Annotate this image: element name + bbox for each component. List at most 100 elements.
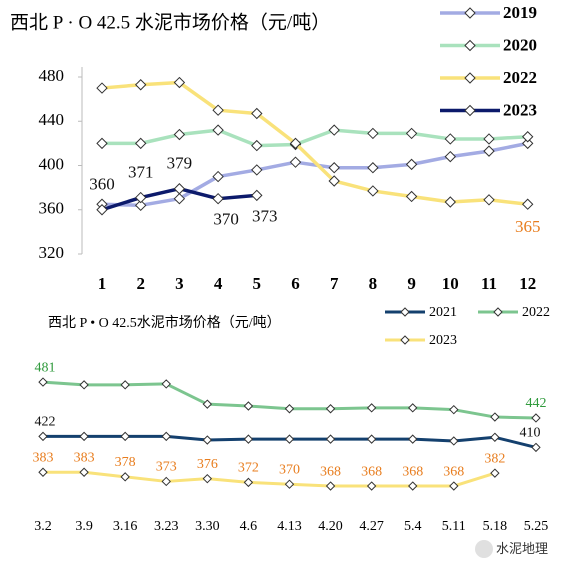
watermark: 水泥地理 — [496, 541, 548, 556]
data-point — [161, 379, 171, 389]
data-point — [449, 404, 459, 415]
data-point — [134, 199, 147, 212]
data-point — [444, 133, 457, 145]
data-point — [251, 189, 263, 202]
x-tick-label: 4 — [214, 274, 223, 293]
chart-title: 西北 P · O 42.5 水泥市场价格（元/吨） — [10, 11, 330, 33]
data-point — [202, 399, 213, 409]
legend-marker — [400, 307, 410, 317]
x-tick-label: 3.23 — [154, 519, 179, 534]
y-tick-label: 320 — [39, 243, 65, 262]
data-point — [328, 175, 340, 187]
data-point — [243, 401, 254, 411]
data-point — [325, 434, 336, 444]
legend-marker — [464, 7, 476, 19]
x-tick-label: 3.2 — [34, 519, 52, 534]
data-label: 382 — [484, 451, 505, 466]
legend-label: 2023 — [429, 333, 457, 348]
data-label: 410 — [519, 426, 540, 441]
data-point — [212, 104, 224, 116]
data-point — [120, 472, 130, 482]
data-label: 368 — [443, 464, 464, 479]
data-point — [449, 481, 459, 491]
data-point — [328, 124, 340, 136]
data-point — [284, 404, 295, 414]
series-line — [43, 470, 496, 488]
data-point — [79, 431, 89, 442]
x-tick-label: 1 — [98, 274, 107, 293]
series-line — [102, 128, 528, 148]
data-point — [490, 412, 500, 422]
data-point — [38, 377, 48, 387]
data-point — [38, 431, 48, 442]
data-point — [202, 473, 213, 484]
data-point — [212, 170, 224, 183]
data-label: 379 — [167, 154, 193, 173]
x-tick-label: 3.16 — [113, 519, 138, 534]
data-point — [212, 192, 224, 205]
data-point — [449, 436, 459, 446]
y-tick-label: 360 — [39, 199, 65, 218]
x-tick-label: 3.30 — [195, 519, 220, 534]
data-label: 373 — [156, 460, 177, 475]
data-point — [367, 162, 379, 174]
x-tick-label: 8 — [369, 274, 378, 293]
data-point — [243, 477, 254, 488]
data-point — [328, 162, 340, 174]
data-point — [444, 196, 457, 208]
data-point — [531, 442, 541, 453]
x-tick-label: 12 — [519, 274, 536, 293]
y-tick-label: 480 — [39, 66, 65, 85]
data-point — [284, 434, 295, 444]
data-point — [134, 79, 147, 91]
data-point — [483, 145, 495, 157]
legend-marker — [493, 307, 503, 317]
data-point — [483, 133, 495, 145]
data-label: 481 — [35, 360, 56, 375]
data-point — [367, 185, 379, 197]
x-tick-label: 5.11 — [442, 519, 466, 534]
series-line — [101, 141, 529, 208]
data-point — [96, 82, 108, 94]
x-tick-label: 4.13 — [277, 519, 302, 534]
data-point — [134, 137, 147, 150]
data-point — [96, 204, 108, 216]
data-point — [79, 380, 89, 390]
legend-label: 2022 — [503, 68, 537, 87]
data-label: 442 — [525, 396, 546, 411]
legend-label: 2021 — [429, 305, 457, 320]
data-point — [212, 124, 224, 136]
data-point — [325, 404, 336, 414]
legend-marker — [400, 335, 410, 345]
data-point — [521, 198, 534, 210]
data-point — [289, 156, 302, 168]
data-point — [490, 468, 500, 478]
legend-marker — [464, 39, 476, 52]
y-tick-label: 440 — [39, 110, 65, 129]
data-label: 373 — [252, 206, 278, 225]
data-point — [120, 431, 130, 442]
data-point — [366, 434, 377, 444]
data-point — [161, 476, 171, 487]
data-label: 368 — [361, 464, 382, 479]
x-tick-label: 3 — [175, 274, 184, 293]
data-point — [367, 127, 379, 140]
data-point — [251, 139, 263, 152]
data-label: 383 — [74, 450, 95, 465]
data-point — [531, 413, 541, 423]
data-label: 383 — [33, 450, 54, 465]
data-point — [202, 435, 213, 445]
x-tick-label: 5.4 — [404, 519, 422, 534]
y-tick-label: 400 — [39, 154, 65, 173]
legend-label: 2020 — [503, 35, 537, 54]
watermark-icon — [475, 540, 493, 558]
data-point — [173, 76, 186, 89]
data-label: 360 — [89, 175, 115, 194]
x-tick-label: 5.18 — [483, 519, 508, 534]
data-point — [79, 467, 89, 477]
data-label: 372 — [238, 461, 259, 476]
data-label: 365 — [515, 217, 541, 236]
data-point — [444, 150, 457, 163]
x-tick-label: 4.20 — [318, 519, 343, 534]
